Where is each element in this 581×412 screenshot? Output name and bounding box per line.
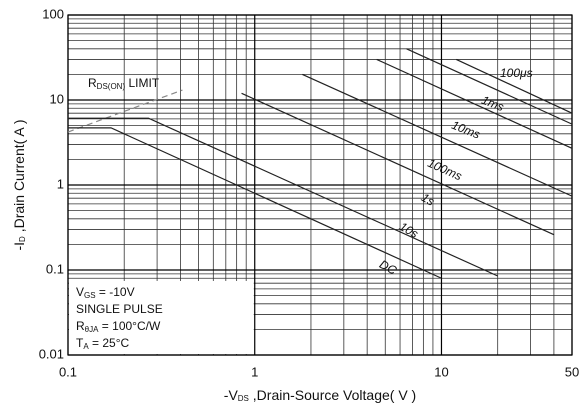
rds-limit-label-part: LIMIT [125, 76, 160, 90]
note-part: = -10V [96, 285, 135, 299]
series-line [456, 58, 573, 114]
series-line [68, 117, 498, 277]
notes-box [69, 281, 254, 354]
series-line [376, 58, 573, 149]
y-axis-label-part: D [18, 236, 27, 242]
x-axis-label-part: ,Drain-Source Voltage( V ) [249, 387, 416, 403]
x-tick-label: 1 [251, 364, 258, 379]
rds-limit-label-part: DS(ON) [97, 82, 126, 91]
series-line [68, 127, 442, 279]
note-part: V [76, 285, 84, 299]
x-axis-label-part: DS [238, 394, 249, 403]
y-tick-label: 1 [57, 176, 64, 191]
note-part: SINGLE PULSE [76, 302, 163, 316]
rds-limit-label-part: R [88, 76, 97, 90]
note-part: θJA [85, 325, 99, 334]
x-axis-label: -VDS ,Drain-Source Voltage( V ) [224, 387, 416, 403]
y-tick-label: 10 [50, 91, 64, 106]
series-line [302, 73, 573, 197]
x-tick-label: 0.1 [59, 364, 77, 379]
x-tick-label: 10 [434, 364, 448, 379]
series-line [241, 92, 555, 236]
x-tick-label: 50 [565, 364, 579, 379]
note: TA = 25°C [76, 336, 130, 351]
note-part: T [76, 336, 84, 350]
series-label: DC [377, 257, 399, 278]
note: RθJA = 100°C/W [76, 319, 161, 334]
series-label: 10ms [450, 118, 482, 142]
rds-limit-line [67, 89, 183, 133]
note-part: R [76, 319, 85, 333]
plot-frame [67, 14, 573, 356]
note-part: GS [84, 291, 96, 300]
series-label: 1ms [480, 93, 506, 114]
series-label: 1s [419, 190, 437, 208]
y-axis-label: -ID ,Drain Current( A ) [11, 119, 27, 250]
note-part: = 100°C/W [98, 319, 160, 333]
series-label: 100μs [500, 66, 533, 80]
rds-limit-label: RDS(ON) LIMIT [88, 76, 160, 91]
y-tick-label: 100 [42, 6, 64, 21]
note: SINGLE PULSE [76, 302, 163, 316]
y-tick-label: 0.01 [39, 346, 64, 361]
series-line [406, 48, 573, 125]
x-axis-label-part: -V [224, 387, 239, 403]
series-label: 10s [397, 219, 421, 241]
note-part: = 25°C [89, 336, 130, 350]
note-part: A [83, 342, 89, 351]
y-axis-label-part: ,Drain Current( A ) [11, 119, 27, 236]
y-axis-label-part: -I [11, 242, 27, 251]
y-tick-label: 0.1 [46, 261, 64, 276]
note: VGS = -10V [76, 285, 135, 300]
